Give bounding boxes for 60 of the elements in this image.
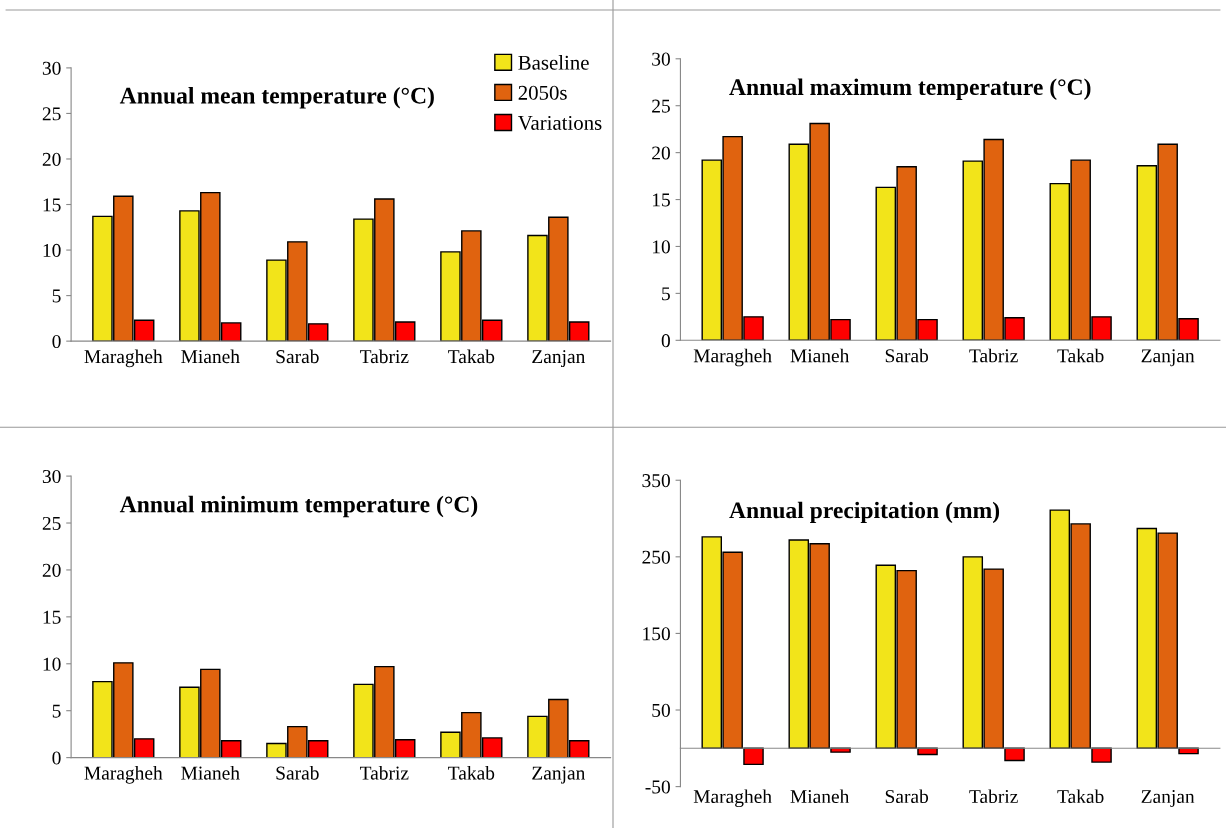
x-tick-label: Zanjan — [532, 766, 586, 784]
y-tick-label: 15 — [43, 198, 61, 212]
x-tick-label: Mianeh — [790, 348, 850, 363]
x-tick-label: Sarab — [885, 789, 929, 804]
text: Annual precipitation (mm) — [729, 501, 1000, 524]
text: Annual maximum temperature (°C) — [729, 78, 1091, 100]
x-tick-label: Sarab — [276, 765, 319, 780]
y-tick-label: 350 — [642, 474, 670, 488]
y-tick-label: 20 — [42, 152, 61, 166]
x-tick-label: Sarab — [276, 349, 319, 364]
bar — [1091, 747, 1112, 763]
x-tick-label: Mianeh — [181, 765, 240, 780]
y-tick-label: 5 — [52, 289, 61, 303]
x-tick-label: Tabriz — [969, 789, 1018, 804]
y-tick-label: 20 — [652, 146, 670, 160]
y-tick-label: 10 — [652, 240, 670, 254]
text: Annual mean temperature (°C) — [119, 87, 434, 109]
y-tick-label: 20 — [42, 563, 61, 577]
x-tick-label: Maragheh — [693, 789, 772, 808]
y-tick-label: 5 — [52, 704, 61, 718]
x-tick-label: Maragheh — [84, 765, 163, 784]
text: Annual minimum temperature (°C) — [119, 495, 478, 518]
y-tick-label: 150 — [643, 627, 670, 641]
x-tick-label: Mianeh — [181, 349, 240, 364]
y-tick-label: 15 — [43, 610, 61, 624]
legend-label: Variations — [517, 115, 602, 131]
y-tick-label: 0 — [52, 334, 61, 349]
y-tick-label: 30 — [652, 52, 670, 66]
x-tick-label: Takab — [448, 349, 495, 364]
y-tick-label: 10 — [43, 243, 61, 257]
x-tick-label: Takab — [448, 765, 495, 780]
y-tick-label: 25 — [42, 516, 61, 530]
x-tick-label: Tabriz — [360, 349, 409, 364]
y-tick-label: 10 — [43, 657, 61, 671]
x-tick-label: Tabriz — [969, 348, 1018, 363]
bar — [743, 747, 764, 766]
x-tick-label: Zanjan — [1141, 789, 1195, 808]
x-tick-label: Sarab — [885, 348, 929, 363]
x-tick-label: Mianeh — [790, 789, 850, 804]
x-tick-label: Maragheh — [84, 349, 163, 368]
legend-label: Baseline — [518, 55, 589, 70]
y-tick-label: 25 — [42, 107, 61, 121]
bar — [1004, 747, 1025, 762]
legend-label: 2050s — [518, 85, 567, 100]
x-tick-label: Tabriz — [360, 765, 409, 780]
y-tick-label: 250 — [642, 550, 670, 564]
y-tick-label: 30 — [42, 61, 61, 75]
y-tick-label: 15 — [652, 193, 670, 207]
y-tick-label: 5 — [662, 287, 670, 301]
y-tick-label: 30 — [42, 469, 61, 484]
y-tick-label: 50 — [652, 703, 670, 717]
y-tick-label: 0 — [661, 334, 670, 348]
x-tick-label: Maragheh — [693, 348, 772, 367]
y-tick-label: -50 — [645, 780, 670, 794]
x-tick-label: Takab — [1057, 348, 1104, 363]
y-tick-label: 25 — [652, 99, 670, 113]
x-tick-label: Zanjan — [1141, 349, 1195, 367]
x-tick-label: Zanjan — [532, 350, 586, 368]
x-tick-label: Takab — [1057, 789, 1104, 804]
y-tick-label: 0 — [52, 751, 61, 765]
